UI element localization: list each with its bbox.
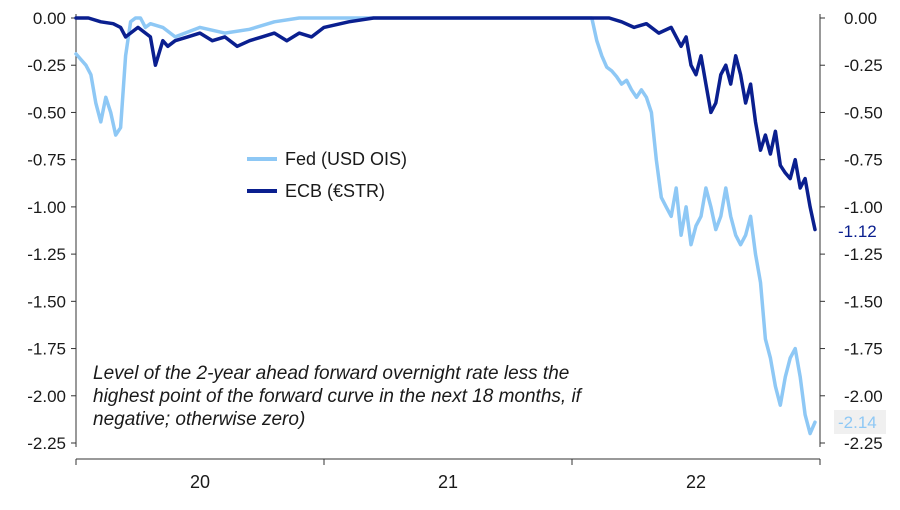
left-tick-label: -2.00 <box>27 387 66 406</box>
left-tick-label: -1.50 <box>27 292 66 311</box>
left-tick-label: 0.00 <box>33 9 66 28</box>
ecb-series-line <box>74 16 817 232</box>
x-tick-label: 22 <box>686 472 706 492</box>
x-tick-label: 20 <box>190 472 210 492</box>
right-tick-label: -1.75 <box>844 340 883 359</box>
right-tick-label: -0.75 <box>844 151 883 170</box>
end-labels: -1.12 -2.14 <box>834 222 886 434</box>
right-tick-label: -0.25 <box>844 56 883 75</box>
fed-end-label: -2.14 <box>838 413 877 432</box>
left-tick-label: -1.25 <box>27 245 66 264</box>
right-tick-label: -0.50 <box>844 103 883 122</box>
right-tick-label: -1.50 <box>844 292 883 311</box>
left-y-axis: 0.00 -0.25 -0.50 -0.75 -1.00 -1.25 -1.50 -1.75 -… <box>27 9 77 453</box>
fed-series-line <box>74 16 817 436</box>
chart-annotation: Level of the 2-year ahead forward overni… <box>93 362 693 431</box>
legend-label-ecb: ECB (€STR) <box>285 181 385 201</box>
fed-end-label-bg <box>834 410 886 434</box>
annotation-line-1: Level of the 2-year ahead forward overni… <box>93 363 570 384</box>
right-tick-label: 0.00 <box>844 9 877 28</box>
x-tick-label: 21 <box>438 472 458 492</box>
series-lines <box>74 16 817 436</box>
right-tick-label: -1.00 <box>844 198 883 217</box>
left-tick-label: -2.25 <box>27 434 66 453</box>
annotation-line-3: negative; otherwise zero) <box>93 409 306 430</box>
left-tick-label: -0.50 <box>27 103 66 122</box>
x-axis: 20 21 22 <box>75 458 821 492</box>
left-tick-label: -1.75 <box>27 340 66 359</box>
legend: Fed (USD OIS) ECB (€STR) <box>247 149 407 201</box>
right-tick-label: -1.25 <box>844 245 883 264</box>
legend-label-fed: Fed (USD OIS) <box>285 149 407 169</box>
left-tick-label: -0.25 <box>27 56 66 75</box>
annotation-line-2: highest point of the forward curve in th… <box>93 386 581 407</box>
left-tick-label: -0.75 <box>27 151 66 170</box>
right-y-axis: 0.00-0.25-0.50-0.75-1.00-1.25-1.50-1.75-… <box>819 9 883 453</box>
right-tick-label: -2.25 <box>844 434 883 453</box>
left-tick-label: -1.00 <box>27 198 66 217</box>
ecb-end-label: -1.12 <box>838 222 877 241</box>
right-tick-label: -2.00 <box>844 387 883 406</box>
